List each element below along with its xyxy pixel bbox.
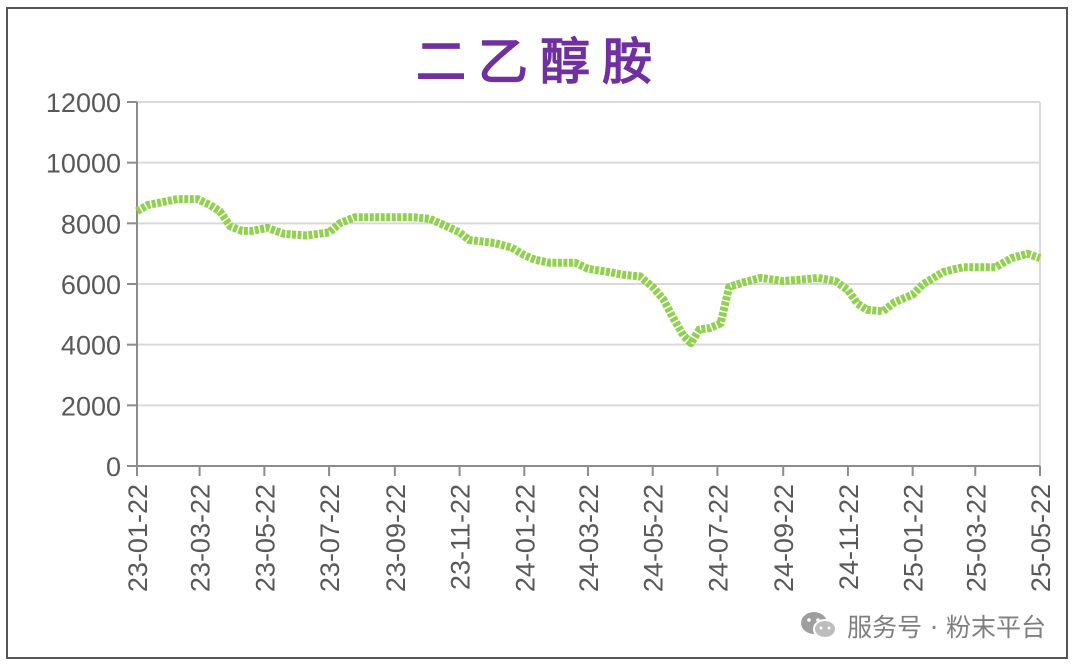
y-axis-ticks: 0 2000 4000 6000 8000 10000 12000	[46, 88, 137, 482]
series-layer	[135, 195, 1042, 348]
x-tick-label: 25-05-22	[1026, 484, 1056, 592]
y-tick-label: 6000	[61, 270, 121, 300]
watermark-text: 服务号 · 粉末平台	[847, 613, 1046, 642]
y-tick-label: 8000	[61, 209, 121, 239]
x-tick-label: 25-01-22	[899, 484, 929, 592]
x-tick-label: 23-03-22	[186, 484, 216, 592]
x-tick-label: 24-11-22	[834, 484, 864, 590]
series-line	[135, 195, 1042, 348]
y-tick-label: 2000	[61, 391, 121, 421]
watermark: 服务号 · 粉末平台	[799, 606, 1046, 646]
x-tick-label: 24-05-22	[639, 484, 669, 592]
y-tick-label: 12000	[46, 88, 121, 118]
x-tick-label: 23-01-22	[123, 484, 153, 592]
x-axis-ticks: 23-01-22 23-03-22 23-05-22 23-07-22 23-09-22…	[123, 466, 1056, 592]
y-tick-label: 10000	[46, 149, 121, 179]
chart-title: 二乙醇胺	[416, 32, 664, 91]
y-tick-label: 0	[106, 452, 121, 482]
x-tick-label: 23-11-22	[446, 484, 476, 590]
x-tick-label: 23-05-22	[250, 484, 280, 592]
x-tick-label: 24-09-22	[769, 484, 799, 592]
wechat-icon	[801, 612, 838, 639]
chart-frame	[6, 7, 1068, 659]
x-tick-label: 23-09-22	[381, 484, 411, 592]
x-tick-label: 24-01-22	[510, 484, 540, 592]
x-tick-label: 25-03-22	[961, 484, 991, 592]
x-tick-label: 24-07-22	[703, 484, 733, 592]
grid-lines	[137, 101, 1040, 407]
x-tick-label: 23-07-22	[315, 484, 345, 592]
x-tick-label: 24-03-22	[574, 484, 604, 592]
y-tick-label: 4000	[61, 331, 121, 361]
